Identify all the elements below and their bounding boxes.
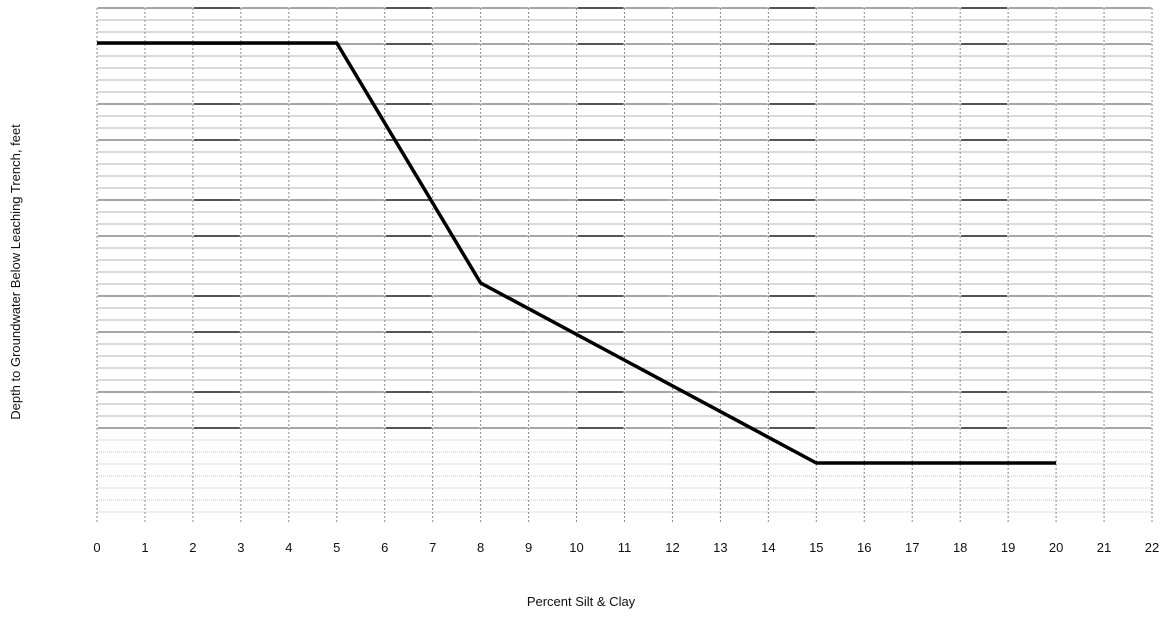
x-tick-label: 16: [857, 540, 871, 555]
x-tick-label: 12: [665, 540, 679, 555]
series-layer: [96, 41, 1057, 465]
x-tick-label: 11: [618, 540, 632, 555]
x-tick-label: 8: [477, 540, 484, 555]
x-tick-label: 2: [189, 540, 196, 555]
y-axis-label: Depth to Groundwater Below Leaching Tren…: [8, 124, 23, 420]
x-tick-label: 14: [761, 540, 775, 555]
x-tick-label: 5: [333, 540, 340, 555]
x-tick-label: 21: [1097, 540, 1111, 555]
x-tick-label: 7: [429, 540, 436, 555]
x-tick-label: 20: [1049, 540, 1063, 555]
x-tick-label: 3: [237, 540, 244, 555]
x-axis-ticks: 0 1 2 3 4 5 6 7 8 9 10 11 12 13 14 15 16 17 18 19 20 21 22: [93, 540, 1159, 555]
x-tick-label: 13: [713, 540, 727, 555]
x-tick-label: 1: [141, 540, 148, 555]
x-tick-label: 9: [525, 540, 532, 555]
x-tick-label: 0: [93, 540, 100, 555]
x-axis-label: Percent Silt & Clay: [527, 594, 636, 609]
grid: [96, 7, 1153, 523]
x-tick-label: 15: [809, 540, 823, 555]
x-tick-label: 4: [285, 540, 292, 555]
x-tick-label: 18: [953, 540, 967, 555]
x-tick-label: 19: [1001, 540, 1015, 555]
x-tick-label: 6: [381, 540, 388, 555]
x-tick-label: 10: [569, 540, 583, 555]
x-tick-label: 17: [905, 540, 919, 555]
x-tick-label: 22: [1145, 540, 1159, 555]
